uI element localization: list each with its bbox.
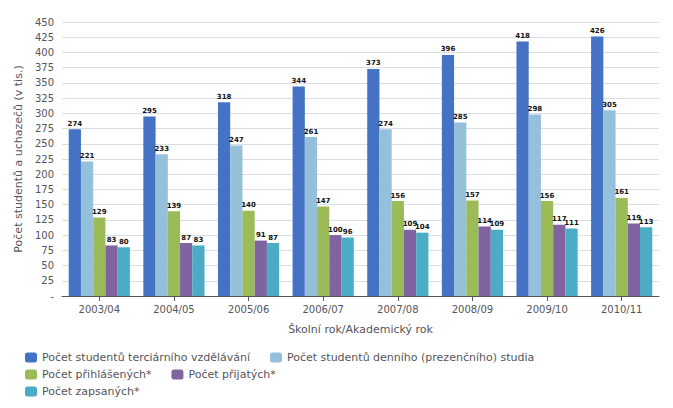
svg-text:114: 114 <box>477 217 492 226</box>
svg-text:261: 261 <box>304 128 319 136</box>
svg-text:450: 450 <box>35 17 54 28</box>
svg-text:2008/09: 2008/09 <box>452 304 494 315</box>
svg-text:119: 119 <box>626 214 642 222</box>
svg-text:83: 83 <box>194 236 204 244</box>
svg-text:2003/04: 2003/04 <box>79 304 121 315</box>
svg-text:96: 96 <box>343 228 353 236</box>
svg-text:80: 80 <box>119 238 129 246</box>
svg-text:117: 117 <box>552 215 567 224</box>
svg-text:274: 274 <box>68 120 83 128</box>
svg-text:111: 111 <box>564 219 579 227</box>
svg-text:200: 200 <box>35 169 54 180</box>
svg-text:2004/05: 2004/05 <box>153 304 195 315</box>
svg-text:87: 87 <box>268 234 278 242</box>
svg-text:125: 125 <box>35 214 54 225</box>
svg-text:325: 325 <box>35 93 54 104</box>
svg-text:-: - <box>50 291 54 302</box>
svg-text:298: 298 <box>528 105 543 113</box>
svg-text:109: 109 <box>402 220 418 229</box>
svg-text:373: 373 <box>366 59 381 67</box>
svg-text:300: 300 <box>35 108 54 119</box>
svg-text:109: 109 <box>490 220 505 228</box>
svg-text:221: 221 <box>80 152 95 160</box>
svg-text:100: 100 <box>328 226 343 234</box>
svg-text:233: 233 <box>154 145 169 153</box>
svg-text:Školní rok/Akademický rok: Školní rok/Akademický rok <box>288 323 433 336</box>
svg-text:426: 426 <box>590 27 605 35</box>
svg-text:Počet zapsaných*: Počet zapsaných* <box>42 385 140 398</box>
svg-text:Počet přihlášených*: Počet přihlášených* <box>42 368 152 381</box>
svg-text:247: 247 <box>229 136 244 144</box>
svg-text:87: 87 <box>181 234 191 242</box>
svg-text:113: 113 <box>639 218 654 226</box>
svg-text:375: 375 <box>35 62 54 73</box>
svg-text:83: 83 <box>107 236 117 244</box>
svg-text:139: 139 <box>167 202 182 210</box>
svg-text:100: 100 <box>35 230 54 241</box>
svg-text:161: 161 <box>614 188 629 196</box>
svg-text:400: 400 <box>35 47 54 58</box>
svg-text:150: 150 <box>35 199 54 210</box>
svg-text:156: 156 <box>540 192 555 200</box>
svg-text:Počet studentů a uchazečů (v t: Počet studentů a uchazečů (v tis.) <box>12 65 25 252</box>
svg-text:91: 91 <box>256 231 266 239</box>
svg-text:295: 295 <box>142 107 157 115</box>
svg-text:2007/08: 2007/08 <box>377 304 419 315</box>
svg-text:318: 318 <box>217 93 232 101</box>
svg-text:2005/06: 2005/06 <box>228 304 270 315</box>
svg-text:140: 140 <box>241 201 256 209</box>
svg-text:225: 225 <box>35 154 54 165</box>
svg-text:418: 418 <box>515 32 530 40</box>
svg-text:275: 275 <box>35 123 54 134</box>
svg-text:Počet přijatých*: Počet přijatých* <box>188 368 276 381</box>
svg-text:250: 250 <box>35 138 54 149</box>
svg-text:285: 285 <box>453 113 468 121</box>
svg-text:274: 274 <box>378 120 393 128</box>
svg-text:50: 50 <box>41 260 54 271</box>
svg-text:Počet studentů terciárního vzd: Počet studentů terciárního vzdělávání <box>42 351 251 364</box>
svg-text:157: 157 <box>465 191 480 199</box>
svg-text:350: 350 <box>35 77 54 88</box>
svg-text:396: 396 <box>441 45 456 53</box>
svg-text:156: 156 <box>391 192 406 200</box>
svg-text:147: 147 <box>316 197 331 205</box>
svg-text:344: 344 <box>291 77 306 85</box>
svg-text:305: 305 <box>602 101 617 109</box>
svg-text:2006/07: 2006/07 <box>302 304 344 315</box>
svg-text:2010/11: 2010/11 <box>601 304 643 315</box>
svg-text:75: 75 <box>41 245 54 256</box>
svg-text:104: 104 <box>415 223 430 231</box>
svg-text:25: 25 <box>41 275 54 286</box>
svg-text:175: 175 <box>35 184 54 195</box>
svg-text:129: 129 <box>92 208 107 216</box>
svg-text:Počet studentů denního (prezen: Počet studentů denního (prezenčního) stu… <box>287 351 534 364</box>
svg-text:2009/10: 2009/10 <box>526 304 568 315</box>
svg-text:425: 425 <box>35 32 54 43</box>
